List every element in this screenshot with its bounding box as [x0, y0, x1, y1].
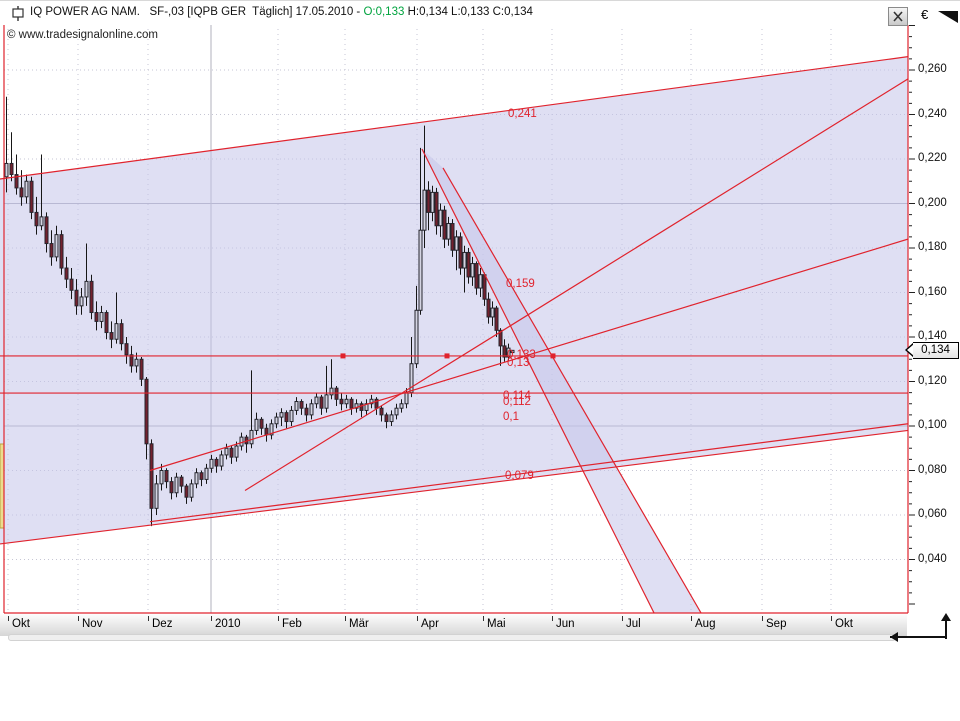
time-axis-tick: [278, 616, 279, 621]
chart-plot[interactable]: [0, 1, 960, 661]
title-contract: SF-,03 [IQPB GER Täglich]: [149, 6, 293, 18]
time-axis-tick: [78, 616, 79, 621]
title-instrument: IQ POWER AG NAM.: [30, 6, 140, 18]
price-axis-label: 0,180: [918, 241, 947, 253]
trend-line-down-channel-left: [421, 148, 655, 613]
time-axis-label: 2010: [215, 618, 241, 630]
price-label: 0,133: [507, 349, 536, 361]
price-axis-label: 0,060: [918, 508, 947, 520]
time-axis-label: Sep: [766, 618, 787, 630]
trend-lines[interactable]: [0, 56, 908, 613]
time-axis-label: Mär: [349, 618, 369, 630]
time-axis-label: Apr: [421, 618, 439, 630]
time-axis-tick: [552, 616, 553, 621]
time-axis[interactable]: Okt Nov Dez 2010 Feb Mär Apr Mai Jun Jul Aug Sep Okt: [0, 614, 907, 636]
line-handle: [444, 353, 450, 359]
channel-fills: [0, 56, 908, 613]
falling-channel: [422, 148, 701, 613]
axis-resize-icon[interactable]: [884, 609, 956, 651]
price-axis-label: 0,120: [918, 374, 947, 387]
price-axis-label: 0,040: [918, 552, 947, 565]
price-label: 0,079: [505, 470, 534, 482]
time-axis-label: Feb: [282, 618, 302, 630]
price-axis-ticks: [909, 13, 915, 605]
price-axis-label: 0,160: [918, 285, 947, 298]
price-axis-label: 0,100: [918, 419, 947, 431]
instrument-icon: [12, 6, 24, 21]
time-axis-tick: [148, 616, 149, 621]
price-label: 0,1: [503, 411, 519, 423]
time-axis-tick: [622, 616, 623, 621]
time-axis-label: Mai: [487, 618, 506, 630]
price-label: 0,112: [503, 396, 531, 408]
price-label: 0,241: [508, 108, 537, 120]
price-axis-label: 0,080: [918, 463, 947, 476]
price-label: 0,114: [503, 390, 531, 402]
time-axis-label: Dez: [152, 618, 173, 630]
trend-line-channel-top: [0, 56, 908, 180]
time-axis-label: Jun: [556, 618, 575, 630]
price-axis-label: 0,240: [918, 107, 947, 120]
time-axis-label: Okt: [12, 618, 30, 630]
title-hlc-values: H:0,134 L:0,133 C:0,134: [407, 6, 533, 18]
candlesticks: [4, 96, 515, 527]
trend-line-down-channel-right: [442, 167, 702, 613]
currency-label: €: [921, 7, 929, 22]
price-label: 0,159: [506, 278, 535, 290]
time-axis-tick: [417, 616, 418, 621]
price-axis-label: 0,260: [918, 63, 947, 75]
line-handle: [550, 353, 556, 359]
time-axis-tick: [211, 616, 212, 621]
last-price-tag: 0,134: [905, 342, 959, 359]
price-axis-label: 0,140: [918, 330, 947, 342]
title-open-value: O:0,133: [363, 6, 405, 18]
time-axis-tick: [831, 616, 832, 621]
watermark: © www.tradesignalonline.com: [7, 29, 159, 41]
plot-border: [3, 9, 909, 614]
time-axis-tick: [8, 616, 9, 621]
time-axis-tick: [762, 616, 763, 621]
time-axis-label: Jul: [626, 618, 641, 630]
time-axis-label: Nov: [82, 618, 103, 630]
axis-corner-arrow-icon[interactable]: [936, 7, 960, 25]
time-axis-tick: [345, 616, 346, 621]
time-axis-label: Okt: [835, 618, 853, 630]
line-handle: [340, 353, 346, 359]
price-axis-label: 0,200: [918, 196, 947, 209]
trend-line-fan-steep: [244, 78, 908, 492]
time-axis-label: Aug: [695, 618, 716, 630]
price-axis-label: 0,220: [918, 152, 947, 164]
horizontal-scrollbar[interactable]: [8, 634, 896, 641]
price-label: 0,13: [507, 357, 530, 369]
time-axis-tick: [483, 616, 484, 621]
title-date: 17.05.2010 -: [295, 6, 361, 18]
trend-line-fan-low: [149, 423, 908, 523]
close-button[interactable]: [888, 7, 908, 26]
trend-line-fan-mid: [149, 238, 908, 472]
plot-area: [0, 9, 908, 613]
rising-channel: [0, 56, 908, 544]
time-axis-tick: [691, 616, 692, 621]
trend-line-channel-bottom: [0, 429, 908, 545]
chart-title: IQ POWER AG NAM. SF-,03 [IQPB GER Täglic…: [30, 6, 533, 18]
titlebar: IQ POWER AG NAM. SF-,03 [IQPB GER Täglic…: [0, 1, 960, 26]
last-price-value: 0,134: [913, 342, 959, 359]
